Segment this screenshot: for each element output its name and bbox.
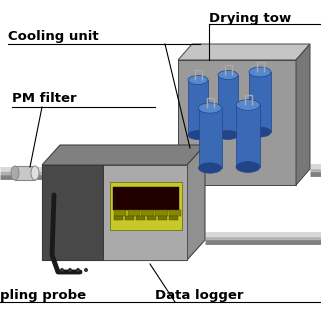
Polygon shape [103,165,187,260]
Text: PM filter: PM filter [12,92,77,105]
Polygon shape [114,216,123,220]
Ellipse shape [31,166,39,180]
Polygon shape [169,216,178,220]
Ellipse shape [188,75,208,84]
Text: Drying tow: Drying tow [209,12,291,25]
Polygon shape [155,210,168,216]
Ellipse shape [236,100,260,110]
Ellipse shape [76,268,80,272]
Polygon shape [110,182,182,230]
Ellipse shape [198,163,221,173]
Ellipse shape [84,268,88,272]
Text: pling probe: pling probe [0,289,86,302]
Polygon shape [141,210,154,216]
Polygon shape [218,75,238,135]
Polygon shape [187,145,205,260]
Polygon shape [114,210,126,216]
Ellipse shape [218,71,238,80]
Polygon shape [178,44,310,60]
Ellipse shape [60,268,64,272]
Text: Cooling unit: Cooling unit [8,30,99,43]
Polygon shape [296,44,310,185]
Polygon shape [113,187,179,210]
Text: Data logger: Data logger [155,289,244,302]
Ellipse shape [68,268,72,272]
Ellipse shape [249,67,271,77]
Polygon shape [15,166,35,180]
Polygon shape [236,105,260,167]
Polygon shape [147,216,156,220]
Polygon shape [198,108,221,168]
Polygon shape [169,210,181,216]
Polygon shape [128,210,140,216]
Ellipse shape [11,166,19,180]
Polygon shape [125,216,134,220]
Polygon shape [158,216,167,220]
Polygon shape [42,165,103,260]
Polygon shape [178,60,296,185]
Polygon shape [42,145,205,165]
Polygon shape [188,80,208,135]
Ellipse shape [188,131,208,140]
Polygon shape [249,72,271,132]
Polygon shape [136,216,145,220]
Ellipse shape [218,131,238,140]
Ellipse shape [249,127,271,137]
Ellipse shape [198,103,221,113]
Polygon shape [42,165,187,260]
Ellipse shape [236,161,260,172]
